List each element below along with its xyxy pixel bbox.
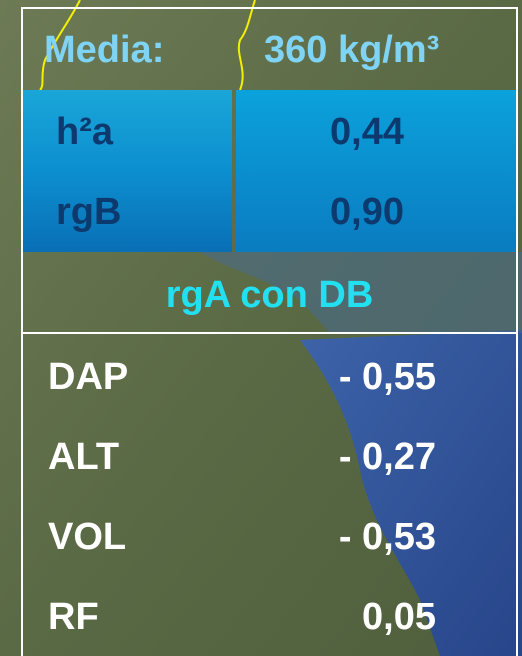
row-label: h²a bbox=[56, 111, 113, 153]
row-label: ALT bbox=[48, 436, 120, 478]
row-value: - 0,27 bbox=[338, 436, 436, 478]
cell-bg bbox=[22, 90, 232, 252]
media-value: 360 kg/m³ bbox=[264, 29, 440, 71]
section-title: rgA con DB bbox=[165, 274, 374, 316]
row-value: 0,90 bbox=[330, 191, 404, 233]
estuary bbox=[200, 252, 522, 333]
row-value: 0,05 bbox=[362, 596, 436, 638]
row-label: rgB bbox=[56, 191, 122, 233]
row-label: VOL bbox=[48, 516, 127, 558]
row-value: - 0,55 bbox=[338, 356, 436, 398]
row-label: DAP bbox=[48, 356, 129, 398]
row-value: 0,44 bbox=[330, 111, 404, 153]
border-line bbox=[237, 0, 256, 91]
border-line bbox=[39, 0, 81, 91]
sea bbox=[300, 330, 522, 656]
cell-bg bbox=[236, 90, 517, 252]
media-label: Media: bbox=[44, 29, 165, 71]
row-value: - 0,53 bbox=[338, 516, 436, 558]
row-label: RF bbox=[48, 596, 99, 638]
